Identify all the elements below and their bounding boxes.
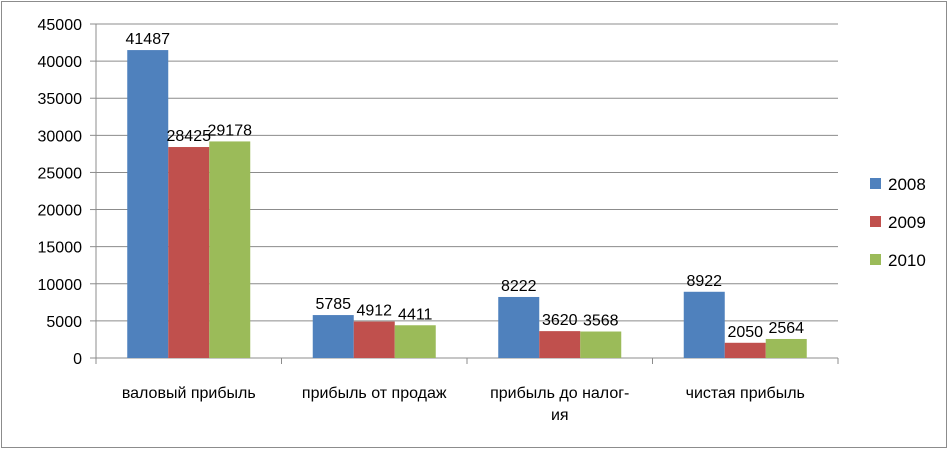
x-tick-label: прибыль до налог-ия	[490, 385, 629, 424]
x-tick-label: чистая прибыль	[686, 385, 805, 402]
y-tick-label: 30000	[38, 128, 83, 145]
y-tick-label: 35000	[38, 91, 83, 108]
data-label: 41487	[126, 31, 171, 48]
data-label: 3620	[542, 312, 578, 329]
x-tick-label-line: валовый прибыль	[122, 385, 256, 402]
legend-swatch-2009	[870, 216, 881, 227]
y-tick-label: 20000	[38, 203, 83, 220]
legend-swatch-2008	[870, 178, 881, 189]
legend-label: 2008	[888, 175, 926, 194]
legend: 2008 2009 2010	[870, 175, 926, 270]
y-tick-label: 40000	[38, 54, 83, 71]
bar-2009	[353, 321, 395, 358]
x-tick-label: прибыль от продаж	[302, 385, 447, 402]
bar-2009	[724, 342, 766, 358]
y-tick-label: 10000	[38, 277, 83, 294]
bars	[127, 50, 807, 358]
bar-2009	[539, 331, 581, 358]
bar-2008	[498, 296, 540, 358]
bar-2009	[168, 147, 210, 358]
bar-2008	[127, 50, 169, 358]
data-label: 8222	[501, 278, 537, 295]
bar-2008	[683, 291, 725, 358]
data-label: 2050	[727, 324, 763, 341]
x-tick-label-line: чистая прибыль	[686, 385, 805, 402]
bar-2010	[765, 338, 807, 358]
bar-2010	[580, 331, 622, 358]
data-label: 4411	[398, 306, 433, 323]
x-tick-label-line: прибыль от продаж	[302, 385, 447, 402]
y-tick-label: 45000	[38, 17, 83, 34]
y-tick-label: 25000	[38, 165, 83, 182]
bar-2010	[394, 325, 436, 358]
axes: 0 5000 10000 15000 20000 25000 30000 35000 40000…	[38, 17, 839, 424]
legend-label: 2009	[888, 213, 926, 232]
data-label: 3568	[583, 313, 619, 330]
x-tick-label-line: прибыль до налог-	[490, 385, 629, 402]
x-tick-label: валовый прибыль	[122, 385, 256, 402]
y-tick-label: 5000	[46, 314, 82, 331]
data-label: 4912	[356, 303, 392, 320]
data-label: 28425	[167, 128, 212, 145]
x-tick-label-line: ия	[551, 407, 569, 424]
legend-swatch-2010	[870, 254, 881, 265]
y-tick-label: 15000	[38, 240, 83, 257]
bar-2010	[209, 141, 251, 358]
data-label: 8922	[686, 273, 722, 290]
data-label: 5785	[315, 296, 351, 313]
data-label: 2564	[768, 320, 804, 337]
y-tick-label: 0	[73, 351, 82, 368]
legend-label: 2010	[888, 251, 926, 270]
data-label: 29178	[208, 122, 253, 139]
bar-2008	[312, 315, 354, 358]
